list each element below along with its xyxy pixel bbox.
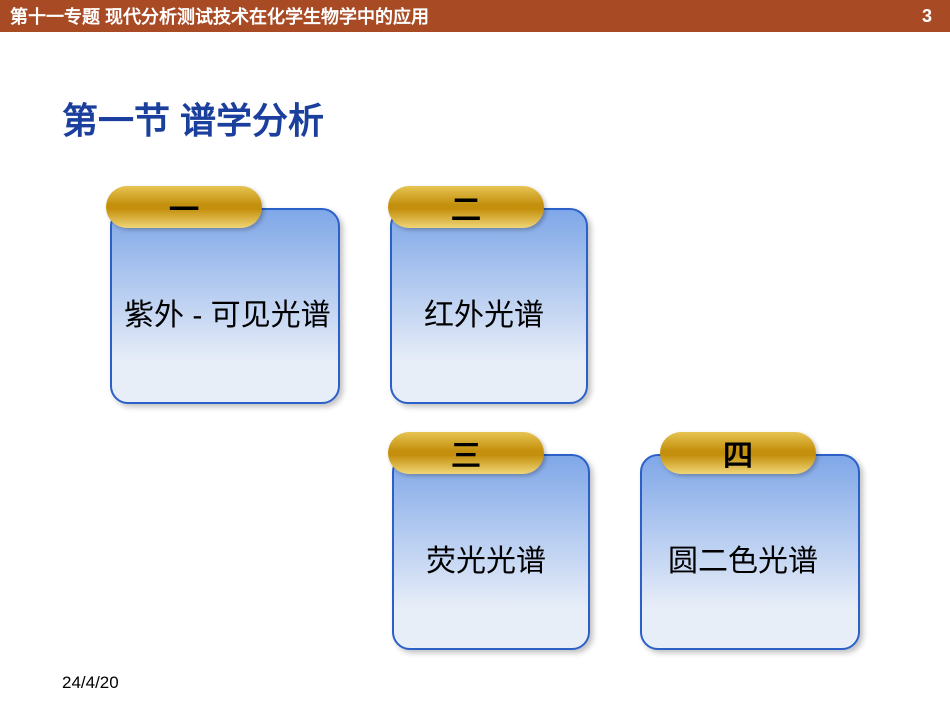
card-circular-dichroism-text: 圆二色光谱 <box>668 536 818 580</box>
pill-one: 一 <box>106 186 262 228</box>
header-bar: 第十一专题 现代分析测试技术在化学生物学中的应用 3 <box>0 0 950 32</box>
pill-two: 二 <box>388 186 544 228</box>
card-infrared-text: 红外光谱 <box>424 290 544 334</box>
card-uv-visible-text: 紫外 - 可见光谱 <box>124 290 331 334</box>
section-title: 第一节 谱学分析 <box>62 92 324 144</box>
pill-three-label: 三 <box>451 431 481 475</box>
pill-four-label: 四 <box>723 431 753 475</box>
header-title: 第十一专题 现代分析测试技术在化学生物学中的应用 <box>10 3 429 29</box>
footer-date: 24/4/20 <box>62 673 119 693</box>
pill-one-label: 一 <box>169 185 199 229</box>
pill-four: 四 <box>660 432 816 474</box>
pill-two-label: 二 <box>451 185 481 229</box>
page-number: 3 <box>922 6 932 27</box>
pill-three: 三 <box>388 432 544 474</box>
card-fluorescence-text: 荧光光谱 <box>426 536 546 580</box>
